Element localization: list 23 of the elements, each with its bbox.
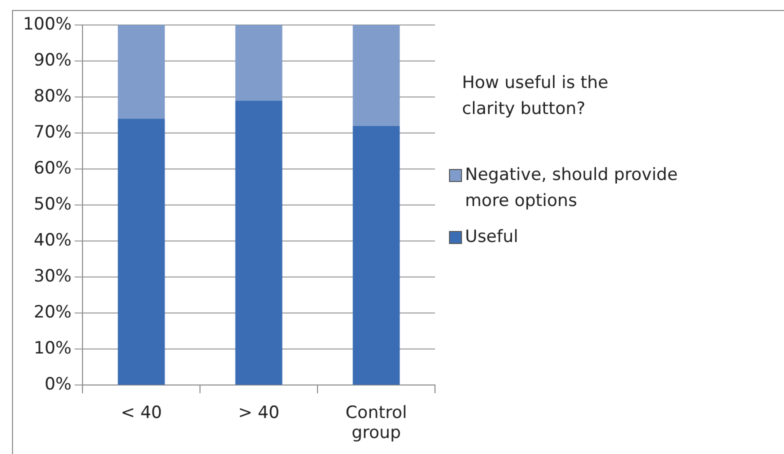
x-tick-label: Control group bbox=[346, 402, 407, 444]
y-tick-label: 30% bbox=[34, 266, 72, 287]
y-tick-label: 100% bbox=[22, 14, 72, 34]
y-tick-label: 80% bbox=[34, 86, 72, 106]
legend-label: Useful bbox=[465, 226, 520, 249]
y-tick-label: 20% bbox=[34, 302, 72, 323]
y-tick-label: 60% bbox=[34, 158, 72, 178]
bar bbox=[235, 100, 282, 385]
bar bbox=[352, 25, 400, 126]
bar bbox=[118, 118, 165, 385]
y-tick-label: 70% bbox=[34, 122, 72, 142]
legend-title: How useful is the clarity button? bbox=[462, 72, 610, 121]
bar bbox=[352, 126, 400, 385]
y-tick-label: 90% bbox=[34, 50, 72, 70]
y-tick-label: 40% bbox=[34, 230, 72, 251]
x-tick-label: > 40 bbox=[238, 402, 280, 423]
legend-label: Negative, should provide more options bbox=[465, 164, 679, 213]
x-tick-label: < 40 bbox=[120, 402, 162, 423]
bar bbox=[118, 25, 165, 119]
bar bbox=[235, 25, 282, 101]
y-tick-label: 0% bbox=[44, 374, 72, 395]
y-tick-label: 10% bbox=[34, 338, 72, 359]
y-tick-label: 50% bbox=[34, 194, 72, 215]
